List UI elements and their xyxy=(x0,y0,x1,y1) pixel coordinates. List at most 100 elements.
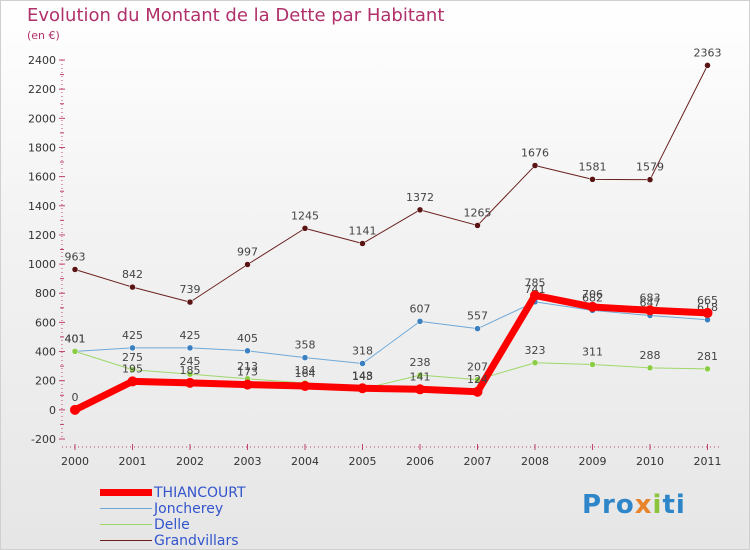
x-tick-label: 2009 xyxy=(579,455,607,468)
series-line-grandvillars xyxy=(74,64,708,303)
chart-title: Evolution du Montant de la Dette par Hab… xyxy=(27,5,445,26)
data-point-thiancourt xyxy=(645,305,655,316)
series-line-joncherey xyxy=(74,301,708,364)
data-label-grandvillars: 1265 xyxy=(464,206,492,219)
legend-label: Joncherey xyxy=(154,501,224,517)
data-label-joncherey: 647 xyxy=(640,297,661,310)
legend-label: THIANCOURT xyxy=(154,485,246,501)
data-point-thiancourt xyxy=(472,386,483,397)
data-point-joncherey xyxy=(359,360,366,367)
data-point-grandvillars xyxy=(129,283,136,291)
data-point-thiancourt xyxy=(70,404,80,415)
data-label-grandvillars: 739 xyxy=(180,283,201,296)
data-label-thiancourt: 706 xyxy=(582,288,603,301)
y-tick-label: 1200 xyxy=(28,229,56,242)
data-point-grandvillars xyxy=(244,261,251,268)
data-label-thiancourt: 173 xyxy=(237,366,258,379)
data-point-grandvillars xyxy=(589,176,596,183)
series-line-thiancourt xyxy=(71,291,711,414)
legend-swatch xyxy=(100,540,152,541)
data-label-delle: 184 xyxy=(295,364,316,377)
data-point-delle xyxy=(589,361,596,368)
data-label-thiancourt: 0 xyxy=(72,391,79,404)
data-label-joncherey: 358 xyxy=(295,339,316,352)
y-tick-label: 400 xyxy=(35,346,56,359)
y-tick-label: 600 xyxy=(35,316,56,329)
data-label-joncherey: 318 xyxy=(352,344,373,357)
legend-swatch xyxy=(100,524,152,525)
logo-part-4: ti xyxy=(662,490,686,520)
x-tick-label: 2011 xyxy=(694,455,722,468)
data-point-thiancourt xyxy=(357,383,368,394)
data-point-delle xyxy=(646,364,654,372)
data-label-grandvillars: 963 xyxy=(65,250,86,263)
data-point-thiancourt xyxy=(127,376,138,387)
y-tick-label: 1400 xyxy=(28,200,56,213)
y-tick-label: 1000 xyxy=(28,258,56,271)
data-point-thiancourt xyxy=(702,307,713,318)
data-label-thiancourt: 164 xyxy=(295,367,316,380)
data-label-delle: 281 xyxy=(697,350,718,363)
data-label-delle: 275 xyxy=(122,351,143,364)
data-label-delle: 401 xyxy=(65,332,86,345)
data-point-delle xyxy=(704,365,711,373)
y-tick-label: 200 xyxy=(35,375,56,388)
data-label-joncherey: 401 xyxy=(65,332,86,345)
data-point-joncherey xyxy=(129,344,136,352)
data-point-grandvillars xyxy=(474,222,481,229)
data-label-delle: 288 xyxy=(640,349,661,362)
data-label-thiancourt: 141 xyxy=(410,370,431,383)
x-tick-label: 2001 xyxy=(119,455,147,468)
x-tick-label: 2002 xyxy=(176,455,204,468)
proxiti-logo: Proxiti xyxy=(582,490,686,520)
data-label-grandvillars: 2363 xyxy=(694,46,722,59)
y-tick-label: 800 xyxy=(35,287,56,300)
data-label-delle: 323 xyxy=(525,344,546,357)
data-label-delle: 245 xyxy=(180,355,201,368)
data-point-joncherey xyxy=(416,318,424,325)
y-tick-label: 2000 xyxy=(28,112,56,125)
data-label-thiancourt: 185 xyxy=(180,364,201,377)
x-tick-label: 2006 xyxy=(406,455,434,468)
data-label-thiancourt: 124 xyxy=(467,373,488,386)
data-point-grandvillars xyxy=(531,162,539,169)
data-point-grandvillars xyxy=(359,240,366,247)
data-point-grandvillars xyxy=(186,298,194,306)
data-point-thiancourt xyxy=(415,384,425,395)
data-point-thiancourt xyxy=(530,290,540,301)
x-tick-label: 2000 xyxy=(61,455,89,468)
data-point-joncherey xyxy=(244,347,251,355)
data-point-grandvillars xyxy=(71,266,79,273)
data-point-delle xyxy=(531,359,539,367)
x-tick-label: 2004 xyxy=(291,455,319,468)
data-label-joncherey: 425 xyxy=(122,329,143,342)
x-tick-label: 2008 xyxy=(521,455,549,468)
data-label-grandvillars: 997 xyxy=(237,246,258,259)
x-tick-label: 2005 xyxy=(349,455,377,468)
data-label-thiancourt: 148 xyxy=(352,369,373,382)
x-tick-label: 2003 xyxy=(234,455,262,468)
data-label-grandvillars: 1579 xyxy=(636,161,664,174)
y-tick-label: 1800 xyxy=(28,141,56,154)
data-label-thiancourt: 665 xyxy=(697,294,718,307)
data-label-joncherey: 557 xyxy=(467,310,488,323)
data-label-joncherey: 405 xyxy=(237,332,258,345)
data-label-grandvillars: 1581 xyxy=(579,160,607,173)
data-label-joncherey: 607 xyxy=(410,302,431,315)
data-point-delle xyxy=(416,371,424,379)
data-label-grandvillars: 842 xyxy=(122,268,143,281)
data-label-delle: 213 xyxy=(237,360,258,373)
data-label-grandvillars: 1676 xyxy=(521,147,549,160)
series-line-delle xyxy=(74,350,708,390)
data-label-delle: 238 xyxy=(410,356,431,369)
data-point-grandvillars xyxy=(704,62,711,69)
data-label-joncherey: 425 xyxy=(180,329,201,342)
data-point-grandvillars xyxy=(646,176,654,183)
data-label-thiancourt: 683 xyxy=(640,291,661,304)
data-label-grandvillars: 1245 xyxy=(291,209,319,222)
data-label-grandvillars: 1372 xyxy=(406,191,434,204)
x-tick-label: 2010 xyxy=(636,455,664,468)
chart-subtitle: (en €) xyxy=(27,29,60,42)
